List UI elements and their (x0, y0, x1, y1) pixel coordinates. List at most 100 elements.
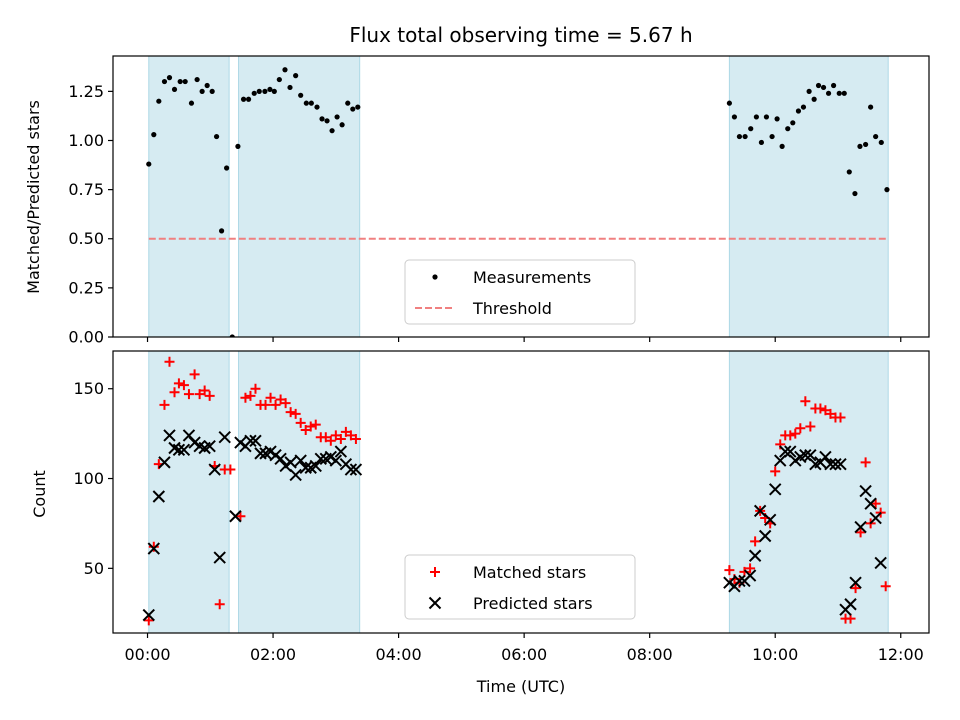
bottom-series1-point-68 (859, 484, 872, 498)
top-observing-window-1 (238, 55, 361, 338)
bottom-series1-point-49 (763, 513, 777, 527)
top-series0-point-54 (795, 108, 802, 114)
top-series0-point-4 (166, 75, 173, 81)
top-series0-point-70 (878, 139, 884, 146)
bottom-series0-point-8 (183, 389, 194, 400)
bottom-y-tick-label-2: 150 (73, 379, 104, 398)
top-series0-point-49 (769, 133, 775, 140)
top-series0-point-36 (334, 114, 340, 120)
top-series0-point-47 (758, 139, 765, 146)
bottom-series1-point-1 (147, 542, 161, 555)
bottom-series1-point-48 (758, 529, 772, 543)
bottom-series1-point-15 (218, 431, 231, 444)
top-observing-window-0 (148, 55, 230, 338)
bottom-series0-point-32 (310, 419, 321, 430)
top-series0-point-58 (815, 82, 822, 89)
bottom-series1-point-14 (213, 551, 226, 564)
top-series0-point-53 (790, 120, 796, 126)
bottom-series0-point-63 (835, 412, 846, 423)
bottom-series0-point-61 (825, 408, 836, 419)
bottom-series0-point-50 (770, 466, 781, 477)
bottom-series1-point-40 (349, 463, 363, 476)
bottom-series1-point-25 (274, 452, 287, 465)
bottom-series0-point-22 (260, 399, 271, 410)
bottom-series1-point-60 (819, 450, 832, 464)
bottom-series1-point-69 (864, 497, 877, 510)
bottom-series1-point-12 (203, 439, 216, 453)
bottom-series0-point-57 (805, 421, 816, 432)
bottom-series0-point-72 (880, 581, 891, 592)
top-series0-point-3 (161, 78, 168, 85)
top-series0-point-13 (213, 133, 220, 140)
bottom-series1-point-71 (874, 556, 887, 570)
top-series0-point-11 (204, 82, 210, 89)
top-series0-point-68 (868, 104, 874, 110)
bottom-series1-point-3 (158, 456, 171, 469)
top-series0-point-8 (188, 100, 195, 106)
bottom-observing-window-2 (728, 350, 889, 634)
bottom-series1-point-39 (344, 463, 358, 476)
bottom-series0-point-1 (148, 541, 159, 552)
bottom-series1-point-47 (753, 504, 767, 518)
top-series0-point-31 (308, 100, 314, 106)
bottom-series0-point-25 (275, 394, 286, 405)
bottom-panel: 50 100 150 00:00 02:00 04:00 06:00 08:00 10:00 12… (73, 350, 930, 664)
top-series0-point-9 (194, 76, 200, 83)
bottom-y-tick-label-1: 100 (73, 469, 104, 488)
bottom-series0-point-56 (800, 396, 811, 407)
bottom-series1-point-46 (748, 549, 762, 562)
top-series0-point-1 (151, 132, 157, 138)
bottom-y-tick-label-0: 50 (84, 559, 104, 578)
top-series0-point-48 (763, 114, 770, 120)
top-series0-point-50 (774, 116, 780, 122)
bottom-series1-point-70 (869, 511, 882, 525)
bottom-series0-point-24 (270, 399, 281, 410)
top-series0-point-28 (293, 73, 299, 79)
bottom-series0-point-12 (204, 390, 215, 401)
top-series0-point-15 (224, 165, 230, 171)
top-series0-point-59 (820, 84, 827, 91)
bottom-series0-point-28 (290, 408, 301, 419)
bottom-series0-point-23 (265, 392, 276, 403)
top-series0-point-30 (303, 100, 309, 106)
bottom-series1-point-2 (152, 490, 166, 503)
bottom-series0-point-34 (320, 432, 331, 443)
bottom-series0-point-10 (194, 389, 205, 400)
bottom-series0-point-54 (790, 428, 801, 439)
top-series0-point-17 (235, 143, 241, 149)
bottom-series1-point-19 (244, 434, 257, 448)
bottom-series1-point-27 (284, 456, 297, 469)
top-series0-point-21 (256, 88, 262, 94)
top-axes-frame (112, 55, 930, 338)
top-series0-point-63 (841, 90, 847, 96)
top-series0-point-57 (811, 96, 817, 102)
bottom-series1-point-13 (208, 463, 221, 476)
top-series0-point-67 (863, 141, 869, 148)
bottom-series0-point-9 (189, 369, 200, 380)
bottom-series0-point-67 (855, 527, 866, 538)
top-y-tick-label-2: 0.50 (68, 229, 104, 248)
bottom-series0-point-46 (750, 536, 761, 547)
bottom-series0-point-45 (745, 563, 756, 574)
bottom-series0-point-6 (173, 378, 184, 389)
bottom-series1-point-51 (774, 454, 787, 467)
bottom-series0-point-11 (199, 385, 210, 396)
bottom-series1-point-0 (142, 608, 155, 622)
bottom-plot-area (142, 356, 891, 626)
bottom-axes-frame (112, 350, 930, 634)
top-series0-point-39 (350, 106, 356, 112)
top-legend: Measurements Threshold (404, 259, 636, 325)
bottom-series1-point-33 (314, 452, 327, 465)
top-series0-point-5 (171, 86, 178, 93)
x-tick-label-5: 10:00 (752, 645, 798, 664)
bottom-series1-point-65 (844, 598, 857, 611)
bottom-series0-point-29 (295, 417, 306, 428)
bottom-series1-point-45 (743, 569, 757, 582)
bottom-series0-point-4 (164, 356, 175, 367)
top-series0-point-45 (748, 126, 754, 132)
bottom-legend-marker-0 (430, 567, 440, 577)
top-series0-point-35 (329, 128, 335, 134)
top-series0-point-69 (873, 133, 879, 140)
x-tick-label-0: 00:00 (124, 645, 170, 664)
